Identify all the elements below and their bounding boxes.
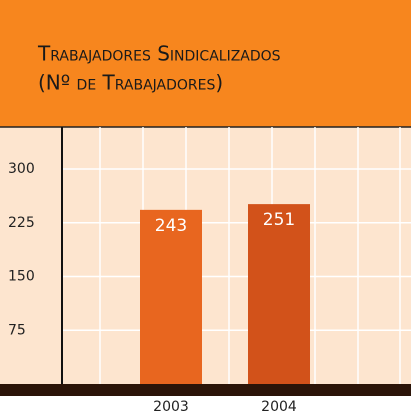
chart-subtitle: (Nº de Trabajadores) xyxy=(38,71,223,95)
x-tick-label: 2004 xyxy=(261,399,297,415)
bar xyxy=(140,209,202,384)
y-tick-label: 225 xyxy=(8,215,35,231)
chart-title: Trabajadores Sindicalizados xyxy=(37,42,281,66)
baseline-band xyxy=(0,384,411,396)
x-tick-label: 2003 xyxy=(153,399,189,415)
y-tick-label: 300 xyxy=(8,161,35,177)
y-tick-label: 150 xyxy=(8,269,35,285)
header xyxy=(0,0,411,127)
y-tick-label: 75 xyxy=(8,322,26,338)
bar xyxy=(248,204,310,384)
value-label: 251 xyxy=(263,210,295,230)
plot-background xyxy=(0,127,411,384)
value-label: 243 xyxy=(155,216,187,236)
